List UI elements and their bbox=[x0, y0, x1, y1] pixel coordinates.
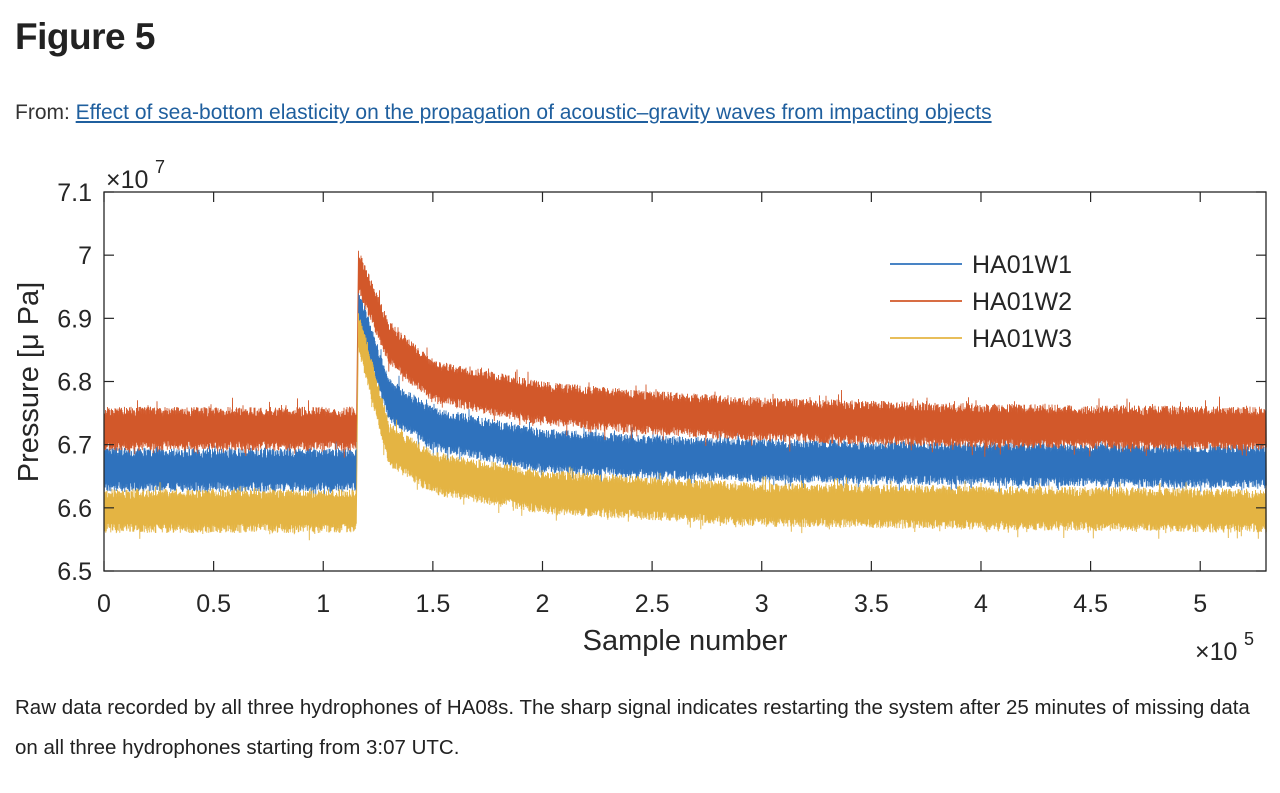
series-HA01W1 bbox=[103, 290, 1267, 501]
y-tick-label: 6.8 bbox=[57, 369, 92, 397]
x-tick-label: 2.5 bbox=[635, 590, 670, 618]
y-tick-label: 6.6 bbox=[57, 495, 92, 523]
series-HA01W3 bbox=[103, 313, 1267, 541]
y-tick-label: 6.7 bbox=[57, 432, 92, 460]
x-tick-label: 4.5 bbox=[1073, 590, 1108, 618]
axes-layer: 0 0.5 1 1.5 2 2.5 3 3.5 4 4.5 5 6.5 6.6 6.7 6.8 6.9 7 7.1 bbox=[57, 179, 1267, 618]
y-axis-label: Pressure [μ Pa] bbox=[13, 282, 45, 482]
legend-label-HA01W1: HA01W1 bbox=[972, 251, 1072, 279]
x-tick-label: 3.5 bbox=[854, 590, 889, 618]
x-tick-label: 1 bbox=[316, 590, 330, 618]
svg-text:×10: ×10 bbox=[106, 166, 148, 194]
legend-label-HA01W3: HA01W3 bbox=[972, 325, 1072, 353]
y-tick-label: 6.9 bbox=[57, 305, 92, 333]
article-link[interactable]: Effect of sea-bottom elasticity on the p… bbox=[75, 101, 992, 124]
source-line: From: Effect of sea-bottom elasticity on… bbox=[15, 101, 992, 125]
x-tick-label: 5 bbox=[1193, 590, 1207, 618]
legend: HA01W1 HA01W2 HA01W3 bbox=[882, 240, 1094, 358]
legend-label-HA01W2: HA01W2 bbox=[972, 288, 1072, 316]
from-label: From: bbox=[15, 101, 70, 124]
figure-caption: Raw data recorded by all three hydrophon… bbox=[15, 696, 1250, 759]
y-tick-label: 7.1 bbox=[57, 179, 92, 207]
y-multiplier: ×10 7 bbox=[106, 157, 165, 194]
x-multiplier: ×10 5 bbox=[1195, 629, 1254, 666]
y-tick-label: 7 bbox=[78, 242, 92, 270]
svg-text:×10: ×10 bbox=[1195, 638, 1237, 666]
x-tick-label: 0.5 bbox=[196, 590, 231, 618]
svg-text:7: 7 bbox=[155, 157, 165, 177]
x-tick-label: 4 bbox=[974, 590, 988, 618]
svg-text:5: 5 bbox=[1244, 629, 1254, 649]
x-tick-label: 1.5 bbox=[415, 590, 450, 618]
series-HA01W2 bbox=[103, 250, 1267, 458]
series-layer bbox=[103, 250, 1267, 541]
x-axis-label: Sample number bbox=[583, 625, 788, 657]
y-tick-label: 6.5 bbox=[57, 558, 92, 586]
x-tick-label: 0 bbox=[97, 590, 111, 618]
x-tick-label: 2 bbox=[536, 590, 550, 618]
figure-title: Figure 5 bbox=[15, 16, 155, 57]
x-tick-label: 3 bbox=[755, 590, 769, 618]
